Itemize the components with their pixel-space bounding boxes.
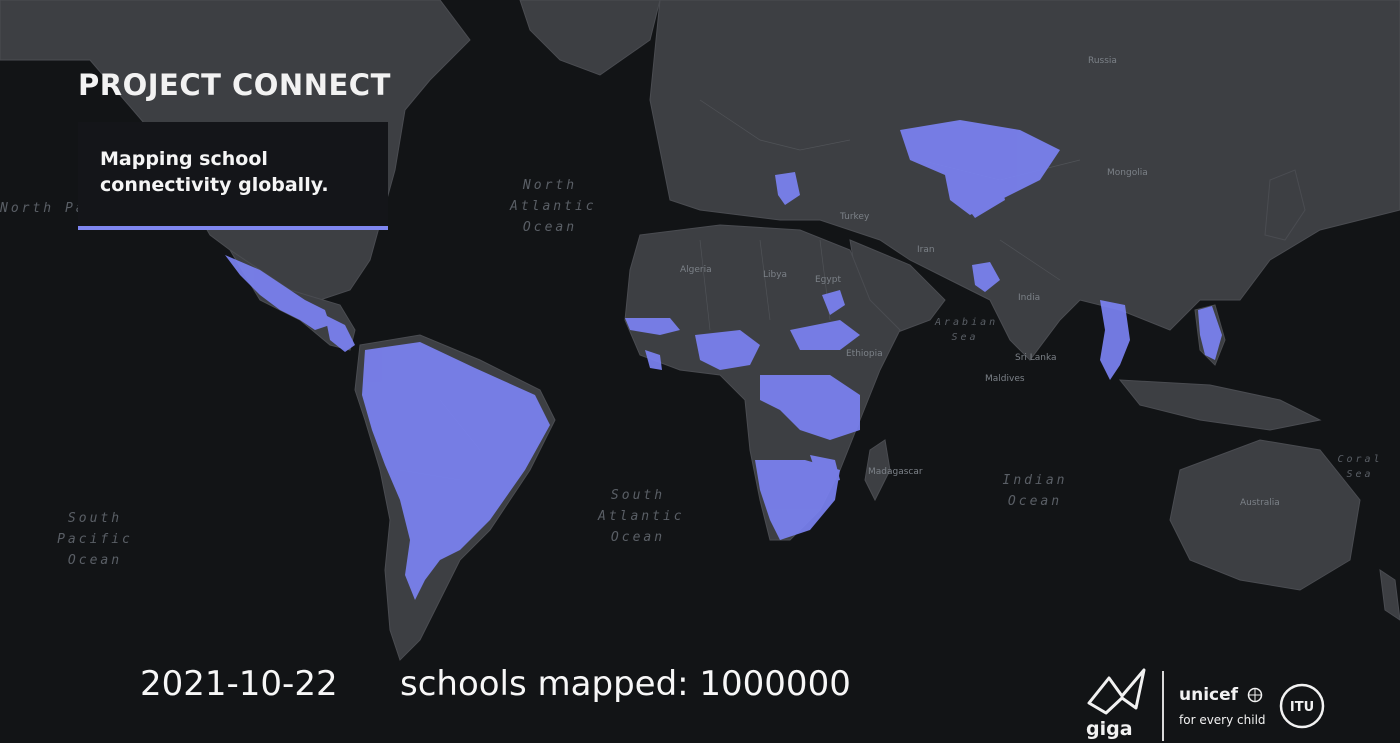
- schools-mapped-readout: schools mapped: 1000000: [400, 664, 851, 704]
- iran-label: Iran: [917, 245, 935, 255]
- libya-label: Libya: [763, 270, 788, 280]
- kyrgyzstan-highlight: [950, 180, 1005, 218]
- south-pacific-label: South Pacific Ocean: [57, 511, 133, 568]
- sudan-highlight: [822, 290, 845, 315]
- subtitle-panel: Mapping school connectivity globally.: [78, 122, 388, 230]
- coral-sea-label: Coral Sea: [1337, 454, 1383, 480]
- pakistan-highlight: [972, 262, 1000, 292]
- madagascar-label: Madagascar: [868, 467, 923, 477]
- india-label: India: [1018, 293, 1041, 303]
- logo-divider: [1162, 671, 1164, 741]
- svg-text:ITU: ITU: [1290, 700, 1314, 715]
- partner-logos: giga unicef for every child ITU: [1080, 668, 1340, 743]
- greenland-landmass: [519, 0, 661, 76]
- philippines-highlight: [1198, 306, 1222, 360]
- indian-ocean-label: Indian Ocean: [1002, 473, 1068, 509]
- mexico-highlight: [225, 255, 330, 330]
- serbia-highlight: [775, 172, 800, 205]
- arabian-sea-label: Arabian Sea: [935, 317, 999, 343]
- project-title: PROJECT CONNECT: [78, 68, 391, 102]
- madagascar-landmass: [864, 439, 891, 502]
- mongolia-label: Mongolia: [1107, 168, 1148, 178]
- indonesia-landmass: [1118, 379, 1322, 431]
- kazakhstan-highlight: [900, 120, 1060, 215]
- central-africa-highlight: [760, 375, 860, 440]
- west-africa-highlight: [625, 318, 680, 335]
- russia-label: Russia: [1088, 56, 1117, 66]
- nigeria-highlight: [695, 330, 760, 370]
- south-atlantic-label: South Atlantic Ocean: [598, 488, 685, 545]
- south-america-highlight: [362, 342, 550, 600]
- egypt-label: Egypt: [815, 275, 841, 285]
- unicef-tagline: for every child: [1179, 713, 1266, 727]
- date-readout: 2021-10-22: [140, 664, 338, 704]
- thailand-highlight: [1100, 300, 1130, 380]
- algeria-label: Algeria: [680, 265, 712, 275]
- central-america-highlight: [325, 315, 355, 352]
- unicef-globe-icon: [1247, 687, 1263, 703]
- zambia-highlight: [810, 455, 840, 485]
- sri-lanka-label: Sri Lanka: [1015, 353, 1057, 363]
- turkey-label: Turkey: [840, 212, 870, 222]
- sierra-leone-highlight: [645, 350, 662, 370]
- ethiopia-label: Ethiopia: [846, 349, 883, 359]
- new-zealand-landmass: [1379, 568, 1400, 621]
- australia-landmass: [1169, 439, 1361, 591]
- australia-label: Australia: [1240, 498, 1280, 508]
- maldives-label: Maldives: [985, 374, 1025, 384]
- giga-logo-text: giga: [1086, 718, 1133, 740]
- unicef-logo-text: unicef: [1179, 685, 1239, 705]
- giga-logo-icon: [1087, 668, 1146, 715]
- north-atlantic-label: North Atlantic Ocean: [510, 178, 597, 235]
- itu-logo-icon: ITU: [1279, 683, 1325, 729]
- japan-landmass: [1264, 169, 1306, 241]
- south-sudan-highlight: [790, 320, 860, 350]
- project-subtitle: Mapping school connectivity globally.: [100, 148, 329, 196]
